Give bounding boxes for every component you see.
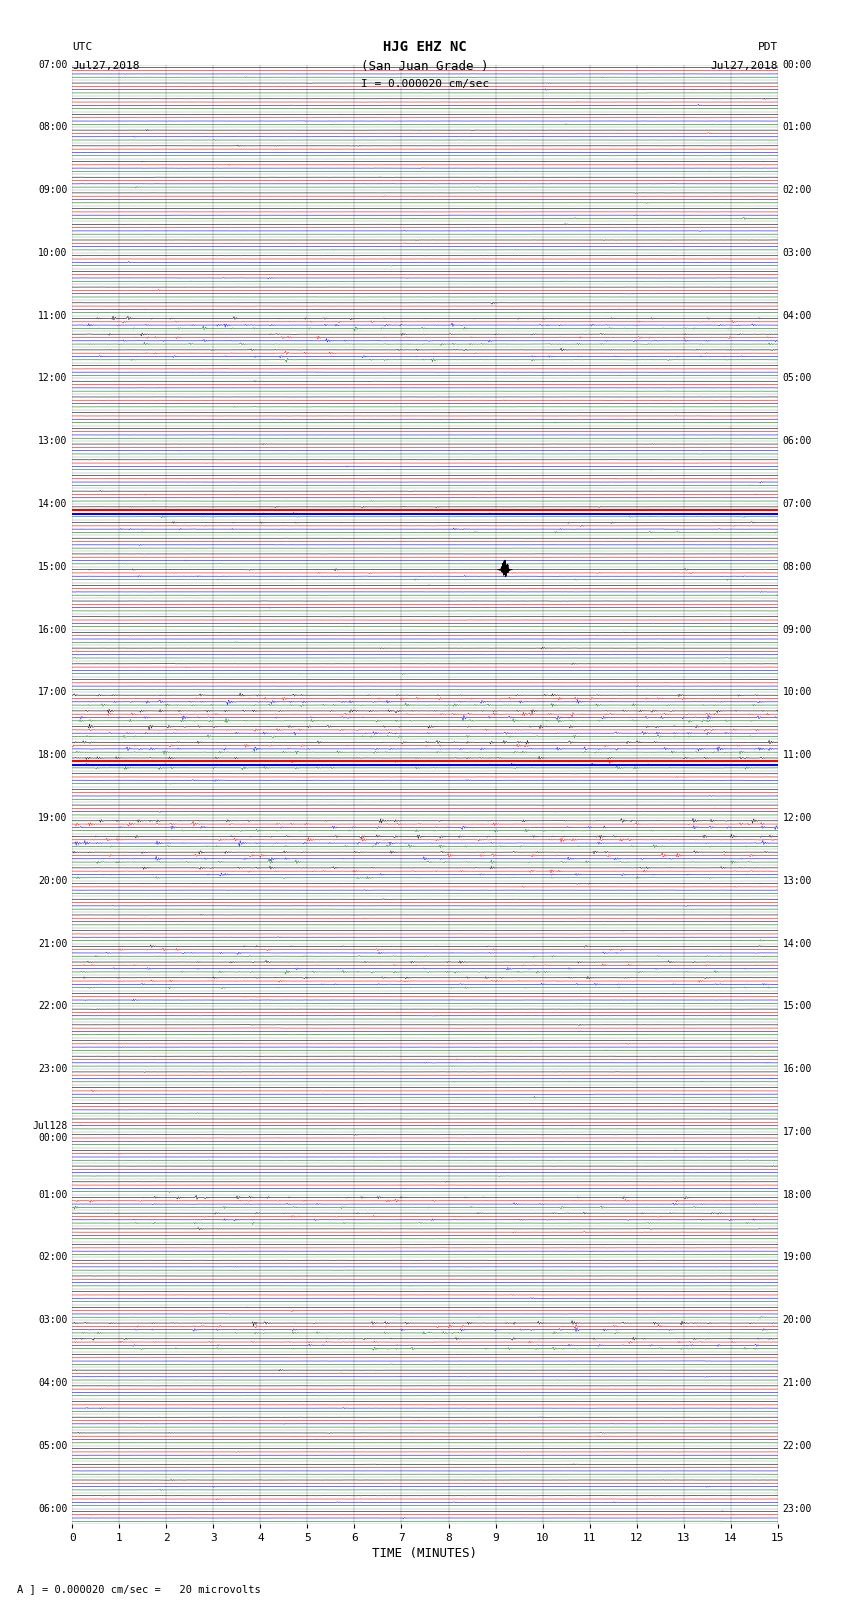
Text: (San Juan Grade ): (San Juan Grade ) <box>361 60 489 73</box>
Text: Jul27,2018: Jul27,2018 <box>711 61 778 71</box>
X-axis label: TIME (MINUTES): TIME (MINUTES) <box>372 1547 478 1560</box>
Text: UTC: UTC <box>72 42 93 52</box>
Text: A ] = 0.000020 cm/sec =   20 microvolts: A ] = 0.000020 cm/sec = 20 microvolts <box>17 1584 261 1594</box>
Text: Jul27,2018: Jul27,2018 <box>72 61 139 71</box>
Text: HJG EHZ NC: HJG EHZ NC <box>383 40 467 55</box>
Text: PDT: PDT <box>757 42 778 52</box>
Text: I = 0.000020 cm/sec: I = 0.000020 cm/sec <box>361 79 489 89</box>
